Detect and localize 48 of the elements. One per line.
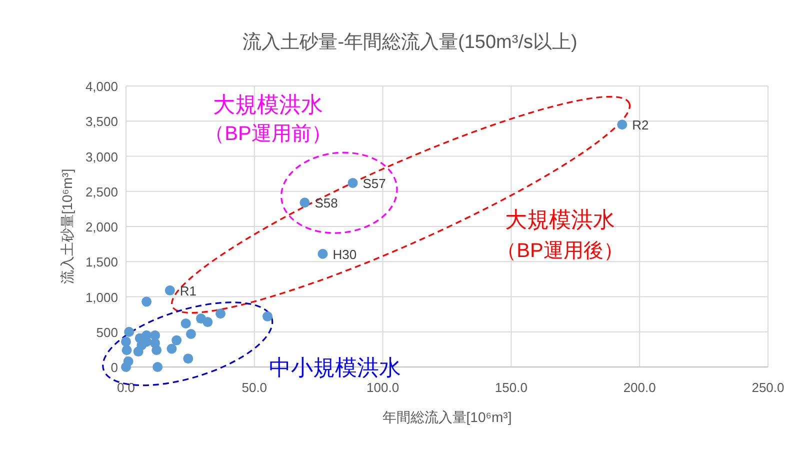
annotation: S58	[314, 196, 338, 211]
point	[183, 354, 194, 364]
annotation: 中小規模洪水	[269, 355, 401, 380]
annotation: R1	[180, 283, 197, 298]
x-tick-label: 50.0	[242, 380, 268, 395]
point	[166, 344, 177, 354]
point	[122, 345, 132, 356]
annotation: （BP運用前）	[204, 123, 332, 145]
point	[164, 285, 175, 296]
annotation: H30	[332, 246, 357, 262]
point	[318, 248, 328, 259]
point	[172, 335, 182, 346]
chart-title: 流入土砂量-年間総流入量(150m³/s以上)	[242, 31, 578, 53]
x-tick-label: 100.0	[366, 380, 400, 395]
y-tick-label: 1,000	[85, 290, 118, 305]
x-tick-label: 200.0	[623, 380, 656, 395]
point	[121, 336, 131, 347]
y-tick-label: 500	[96, 324, 118, 340]
y-tick-label: 1,500	[85, 254, 118, 270]
point	[202, 317, 213, 328]
point	[186, 328, 196, 339]
point	[348, 178, 358, 188]
x-tick-label: 0.0	[116, 380, 136, 395]
point	[262, 311, 272, 322]
y-axis-title: 流入土砂量[10⁶m³]	[59, 168, 75, 284]
x-tick-label: 250.0	[752, 380, 784, 395]
y-tick-label: 4,000	[85, 79, 118, 94]
y-tick-label: 0	[110, 360, 118, 375]
x-tick-label: 150.0	[494, 380, 528, 395]
y-tick-label: 3,500	[85, 114, 118, 130]
point	[152, 362, 163, 372]
point	[300, 198, 310, 208]
annotation: （BP運用後）	[496, 240, 624, 262]
x-axis-title: 年間総流入量[10⁶m³]	[382, 409, 512, 425]
annotation: 大規模洪水	[213, 92, 323, 117]
point	[121, 362, 131, 372]
y-tick-label: 3,000	[85, 149, 118, 164]
point	[180, 318, 191, 328]
point	[142, 296, 152, 307]
annotation: R2	[632, 118, 649, 133]
point	[152, 345, 162, 356]
annotation: 大規模洪水	[505, 207, 615, 232]
point	[216, 308, 226, 319]
y-tick-label: 2,000	[85, 220, 118, 234]
point	[124, 326, 134, 337]
annotation: S57	[362, 176, 386, 191]
y-tick-label: 2,500	[85, 184, 118, 200]
point	[617, 120, 628, 130]
